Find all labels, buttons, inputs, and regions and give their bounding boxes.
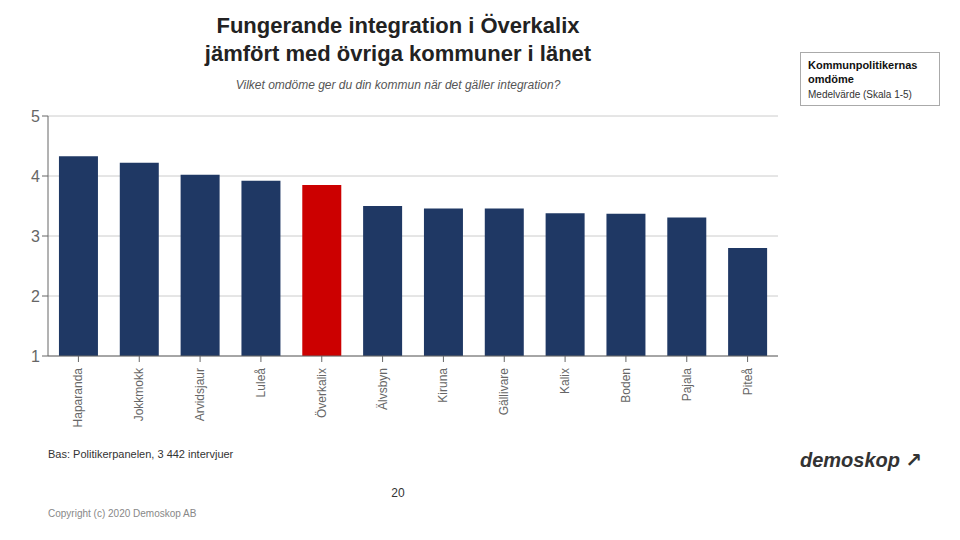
svg-text:Arvidsjaur: Arvidsjaur xyxy=(193,368,207,421)
svg-text:Piteå: Piteå xyxy=(741,368,755,396)
html-text:Medelvärde (Skala 1-5): Medelvärde (Skala 1-5) xyxy=(808,89,912,100)
svg-text:Kiruna: Kiruna xyxy=(436,368,450,403)
html-text:Kommunpolitikernas omdöme: Kommunpolitikernas omdöme xyxy=(808,59,918,85)
svg-text:Kalix: Kalix xyxy=(558,368,572,394)
svg-text:Pajala: Pajala xyxy=(680,368,694,402)
svg-text:Jokkmokk: Jokkmokk xyxy=(132,367,146,421)
svg-text:Haparanda: Haparanda xyxy=(71,368,85,428)
svg-text:2: 2 xyxy=(31,288,40,305)
svg-text:Gällivare: Gällivare xyxy=(497,368,511,416)
svg-text:4: 4 xyxy=(31,168,40,185)
svg-text:5: 5 xyxy=(31,108,40,125)
html-text:Fungerande integration i Överk: Fungerande integration i Överkalix jämfö… xyxy=(204,13,592,66)
html-text:demoskop ↗: demoskop ↗ xyxy=(800,449,923,471)
html-text:20: 20 xyxy=(391,486,405,500)
svg-text:Luleå: Luleå xyxy=(254,368,268,398)
html-text:Vilket omdöme ger du din kommu: Vilket omdöme ger du din kommun när det … xyxy=(235,78,561,92)
svg-text:Älvsbyn: Älvsbyn xyxy=(376,368,390,410)
svg-text:Överkalix: Överkalix xyxy=(315,368,329,418)
svg-text:1: 1 xyxy=(31,348,40,365)
html-text:Bas: Politikerpanelen, 3 442 i: Bas: Politikerpanelen, 3 442 intervjuer xyxy=(48,448,234,460)
svg-text:Boden: Boden xyxy=(619,368,633,403)
html-text:Copyright (c) 2020 Demoskop AB: Copyright (c) 2020 Demoskop AB xyxy=(48,508,197,519)
svg-text:3: 3 xyxy=(31,228,40,245)
